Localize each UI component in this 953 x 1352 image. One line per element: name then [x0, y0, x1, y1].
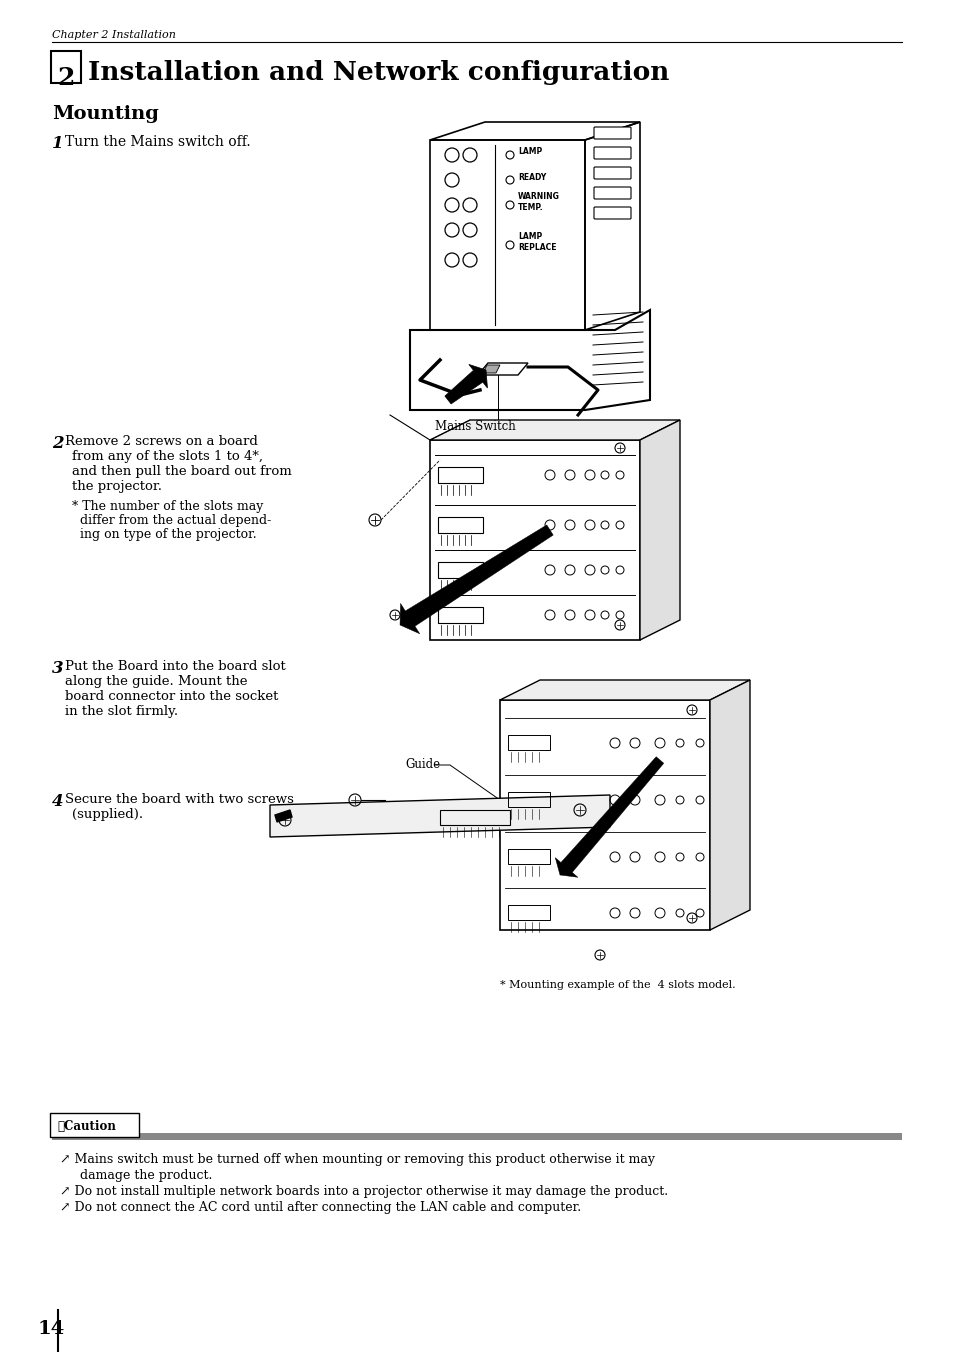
- Text: LAMP
REPLACE: LAMP REPLACE: [517, 233, 556, 251]
- Text: from any of the slots 1 to 4*,: from any of the slots 1 to 4*,: [71, 450, 263, 462]
- Bar: [437, 607, 482, 623]
- Text: Secure the board with two screws: Secure the board with two screws: [65, 794, 294, 806]
- Text: Mains Switch: Mains Switch: [435, 420, 516, 433]
- Text: 2: 2: [52, 435, 64, 452]
- Text: Guide: Guide: [405, 758, 439, 772]
- FancyBboxPatch shape: [594, 168, 630, 178]
- Polygon shape: [274, 810, 292, 822]
- Bar: [437, 466, 482, 483]
- Text: differ from the actual depend-: differ from the actual depend-: [71, 514, 271, 527]
- Polygon shape: [482, 365, 499, 373]
- Polygon shape: [270, 795, 609, 837]
- Text: ↗ Do not install multiple network boards into a projector otherwise it may damag: ↗ Do not install multiple network boards…: [60, 1184, 667, 1198]
- Polygon shape: [430, 439, 639, 639]
- Text: the projector.: the projector.: [71, 480, 162, 493]
- Text: ⚠Caution: ⚠Caution: [57, 1119, 115, 1133]
- Text: * The number of the slots may: * The number of the slots may: [71, 500, 263, 512]
- Text: and then pull the board out from: and then pull the board out from: [71, 465, 292, 479]
- Bar: [52, 1133, 901, 1140]
- FancyBboxPatch shape: [594, 147, 630, 160]
- Text: ↗ Mains switch must be turned off when mounting or removing this product otherwi: ↗ Mains switch must be turned off when m…: [60, 1153, 655, 1165]
- FancyBboxPatch shape: [51, 51, 81, 82]
- Text: Chapter 2 Installation: Chapter 2 Installation: [52, 30, 175, 41]
- Text: LAMP: LAMP: [517, 147, 541, 157]
- Text: 1: 1: [52, 135, 64, 151]
- Polygon shape: [477, 362, 527, 375]
- Polygon shape: [499, 700, 709, 930]
- Text: 2: 2: [57, 66, 74, 91]
- Polygon shape: [430, 420, 679, 439]
- Text: in the slot firmly.: in the slot firmly.: [65, 704, 178, 718]
- Bar: [507, 904, 550, 919]
- FancyBboxPatch shape: [594, 127, 630, 139]
- Polygon shape: [555, 757, 663, 877]
- Text: Put the Board into the board slot: Put the Board into the board slot: [65, 660, 286, 673]
- Text: READY: READY: [517, 173, 546, 181]
- Text: Mounting: Mounting: [52, 105, 159, 123]
- FancyBboxPatch shape: [50, 1113, 139, 1137]
- Text: 4: 4: [52, 794, 64, 810]
- Bar: [437, 562, 482, 579]
- Polygon shape: [399, 525, 553, 634]
- Text: Turn the Mains switch off.: Turn the Mains switch off.: [65, 135, 251, 149]
- Text: ↗ Do not connect the AC cord until after connecting the LAN cable and computer.: ↗ Do not connect the AC cord until after…: [60, 1201, 580, 1214]
- Bar: [507, 792, 550, 807]
- Text: WARNING
TEMP.: WARNING TEMP.: [517, 192, 559, 212]
- Bar: [437, 516, 482, 533]
- Bar: [439, 810, 510, 825]
- Polygon shape: [709, 680, 749, 930]
- Polygon shape: [444, 365, 487, 404]
- Bar: [507, 735, 550, 750]
- Text: (supplied).: (supplied).: [71, 808, 143, 821]
- Text: Installation and Network configuration: Installation and Network configuration: [88, 59, 669, 85]
- Text: along the guide. Mount the: along the guide. Mount the: [65, 675, 247, 688]
- FancyBboxPatch shape: [594, 187, 630, 199]
- Bar: [507, 849, 550, 864]
- Polygon shape: [639, 420, 679, 639]
- Text: 3: 3: [52, 660, 64, 677]
- Text: * Mounting example of the  4 slots model.: * Mounting example of the 4 slots model.: [499, 980, 735, 990]
- FancyBboxPatch shape: [594, 207, 630, 219]
- Text: ing on type of the projector.: ing on type of the projector.: [71, 529, 256, 541]
- Polygon shape: [499, 680, 749, 700]
- Text: 14: 14: [38, 1320, 65, 1338]
- Text: board connector into the socket: board connector into the socket: [65, 690, 278, 703]
- Text: Remove 2 screws on a board: Remove 2 screws on a board: [65, 435, 257, 448]
- Text: damage the product.: damage the product.: [68, 1169, 213, 1182]
